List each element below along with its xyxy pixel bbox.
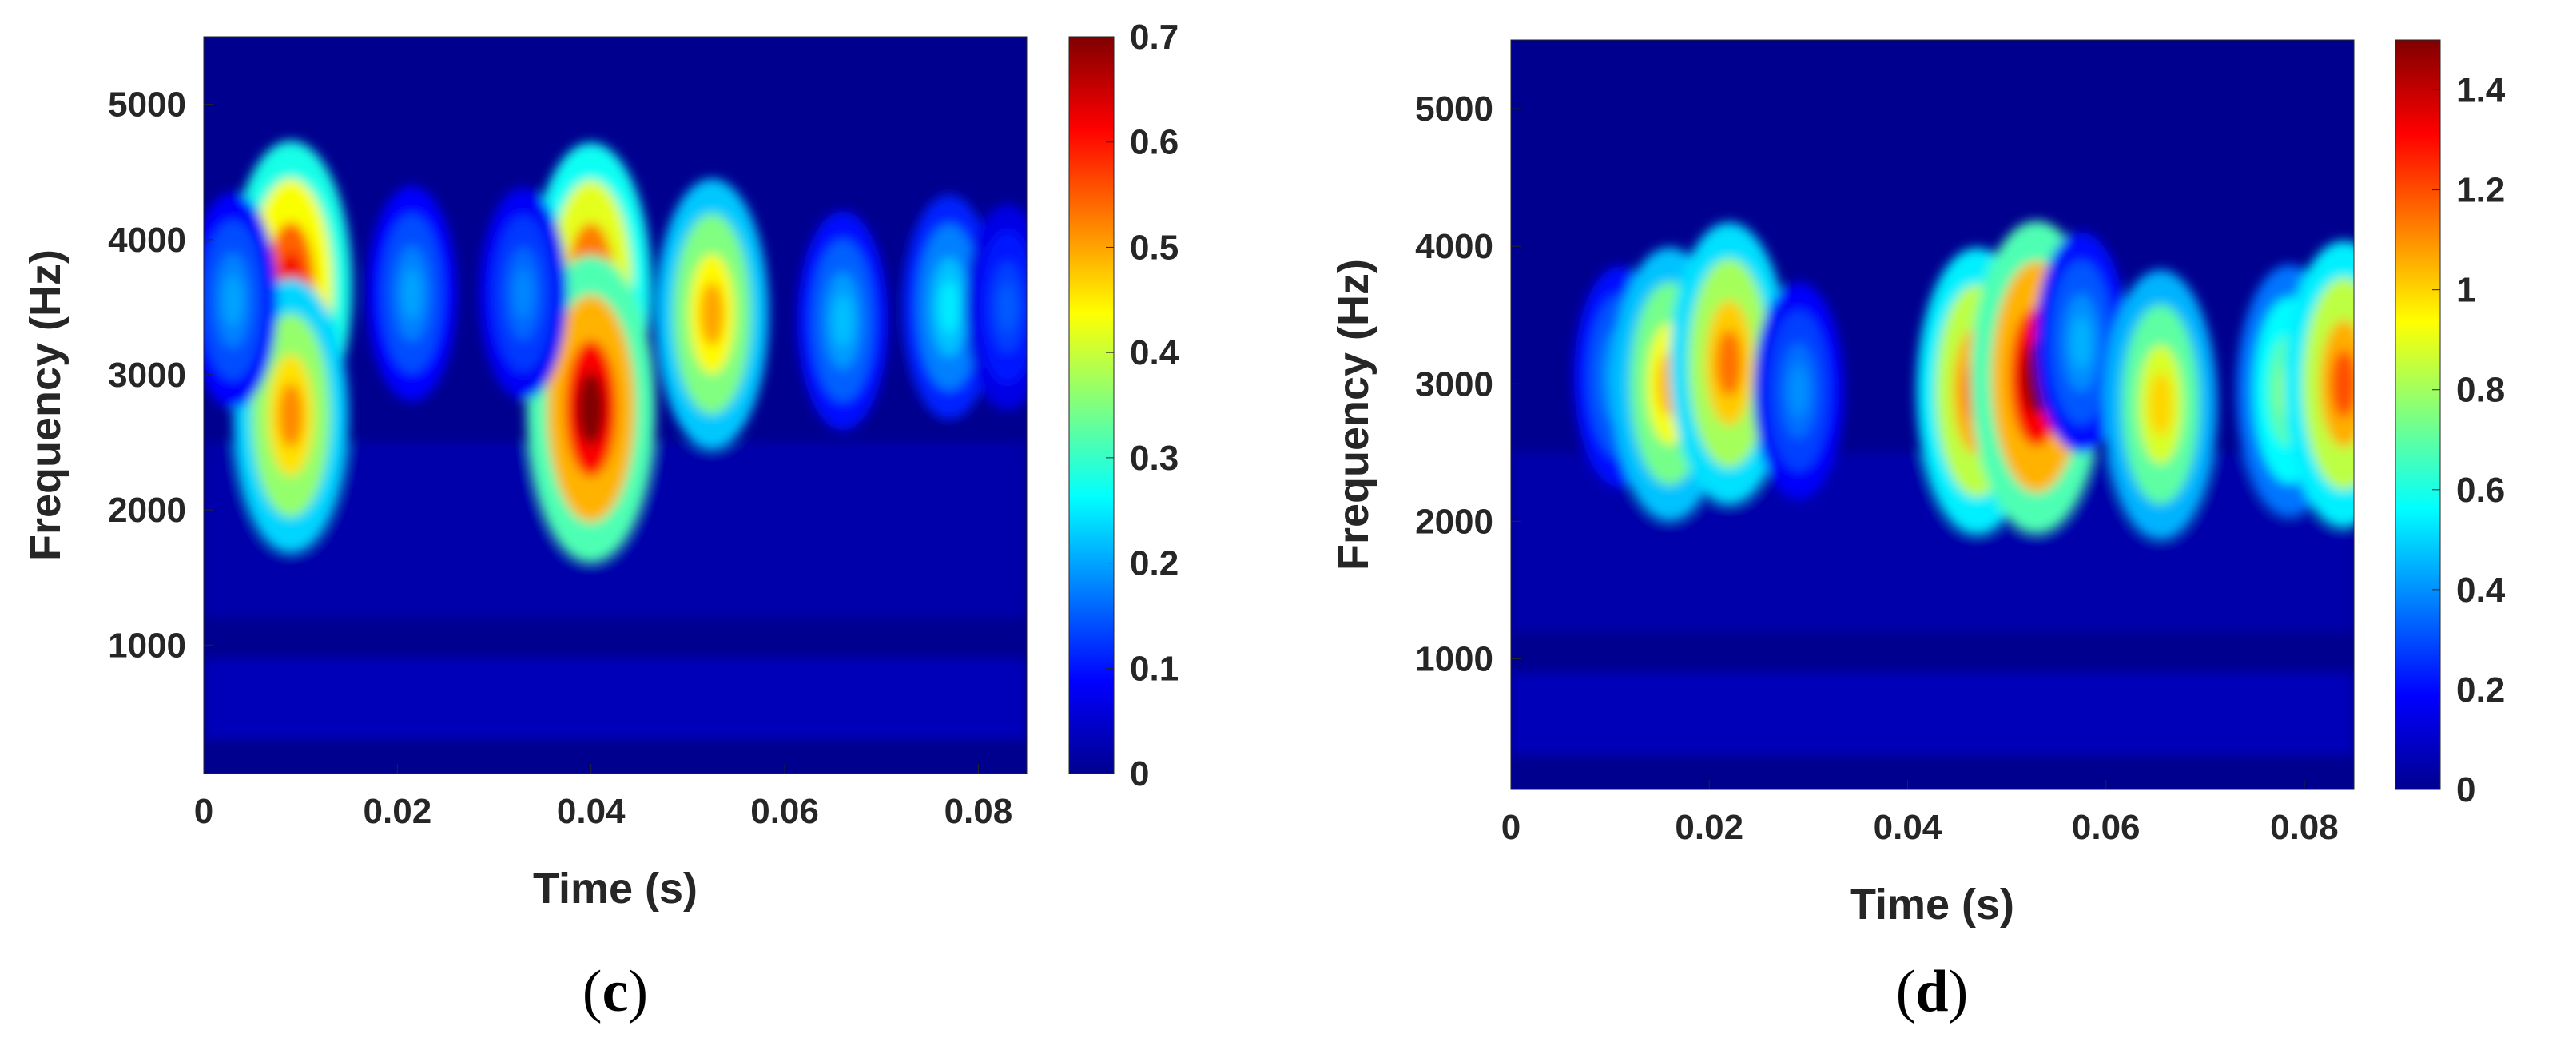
heatmap-c-ytick-label: 4000: [108, 221, 186, 260]
panel-d-letter: d: [1915, 959, 1948, 1024]
colorbar-d-tick-label: 0.8: [2456, 371, 2505, 410]
panel-d: 1000 2000 3000 4000 5000 0 0.02 0.04 0.06 0.08 F…: [1330, 39, 2506, 1024]
hotspot-core: [514, 268, 533, 319]
heatmap-c-lowfreq-band: [204, 658, 1027, 740]
heatmap-d-y-ticks: 1000 2000 3000 4000 5000: [1415, 89, 1521, 678]
hotspot-core: [2331, 349, 2354, 418]
colorbar-d-tick-label: 1.4: [2456, 71, 2506, 110]
heatmap-d-lowfreq-band: [1511, 672, 2354, 755]
heatmap-d-ylabel: Frequency (Hz): [1330, 259, 1377, 571]
heatmap-d-hotspot: [2104, 270, 2217, 539]
colorbar-d-tick-label: 0.2: [2456, 670, 2505, 710]
hotspot-core: [577, 372, 605, 445]
heatmap-d-ytick-label: 5000: [1415, 89, 1493, 129]
hotspot-core: [278, 383, 304, 448]
heatmap-c-ylabel: Frequency (Hz): [22, 249, 70, 561]
colorbar-c-tick-label: 0.6: [1130, 123, 1179, 162]
colorbar-d-tick-label: 0.4: [2456, 571, 2506, 610]
heatmap-d-hotspot: [2284, 241, 2354, 527]
heatmap-d-ytick-label: 1000: [1415, 639, 1493, 678]
heatmap-d-xtick-label: 0.04: [1874, 808, 1942, 847]
hotspot-core: [223, 274, 243, 326]
heatmap-c-y-ticks: 1000 2000 3000 4000 5000: [108, 86, 213, 665]
panel-d-caption: (d): [1896, 959, 1968, 1024]
heatmap-d-xtick-label: 0.02: [1675, 808, 1743, 847]
panel-c-letter: c: [602, 959, 629, 1024]
hotspot-core: [1789, 364, 1808, 417]
colorbar-d: 0 0.2 0.4 0.6 0.8 1 1.2 1.4: [2395, 39, 2506, 809]
heatmap-c-xtick-label: 0: [194, 792, 213, 831]
heatmap-c-x-ticks: 0 0.02 0.04 0.06 0.08: [194, 764, 1012, 831]
colorbar-d-ticks: 0 0.2 0.4 0.6 0.8 1 1.2 1.4: [2432, 71, 2506, 809]
heatmap-c-hotspot: [204, 193, 278, 408]
heatmap-c-plot: [203, 36, 1028, 774]
colorbar-c-ticks: 0 0.1 0.2 0.3 0.4 0.5 0.6 0.7: [1106, 18, 1179, 793]
colorbar-c-gradient: [1068, 36, 1115, 774]
colorbar-c-tick-label: 0.7: [1130, 18, 1179, 57]
heatmap-d-xlabel: Time (s): [1850, 881, 2014, 929]
colorbar-d-tick-label: 0.6: [2456, 471, 2505, 510]
heatmap-c-xlabel: Time (s): [533, 865, 698, 913]
heatmap-d-xtick-label: 0.08: [2270, 808, 2339, 847]
hotspot-core: [402, 268, 422, 320]
heatmap-c-hotspot: [797, 211, 888, 431]
heatmap-c-xtick-label: 0.04: [557, 792, 626, 831]
hotspot-core: [1716, 329, 1742, 397]
heatmap-d-xtick-label: 0: [1501, 808, 1521, 847]
heatmap-d-xtick-label: 0.06: [2072, 808, 2141, 847]
colorbar-c-tick-label: 0.3: [1130, 439, 1179, 478]
heatmap-d-ytick-label: 2000: [1415, 502, 1493, 541]
colorbar-c: 0 0.1 0.2 0.3 0.4 0.5 0.6 0.7: [1068, 18, 1179, 793]
heatmap-d-plot: [1510, 39, 2355, 790]
heatmap-c-xtick-label: 0.02: [364, 792, 432, 831]
heatmap-c-xtick-label: 0.06: [750, 792, 819, 831]
colorbar-d-tick-label: 1: [2456, 271, 2475, 310]
hotspot-core: [700, 281, 725, 346]
colorbar-c-tick-label: 0.4: [1130, 333, 1179, 372]
heatmap-d-hotspot: [1753, 282, 1844, 499]
hotspot-core: [2149, 372, 2173, 436]
heatmap-c-ytick-label: 2000: [108, 491, 186, 530]
heatmap-d-ytick-label: 3000: [1415, 364, 1493, 404]
panel-c: 1000 2000 3000 4000 5000 0 0.02 0.04 0.06 0.08 F…: [22, 18, 1179, 1024]
heatmap-d-ytick-label: 4000: [1415, 227, 1493, 266]
colorbar-d-tick-label: 1.2: [2456, 171, 2505, 210]
heatmap-c-frame: [203, 36, 1028, 774]
heatmap-c-ytick-label: 3000: [108, 356, 186, 395]
colorbar-c-tick-label: 0.5: [1130, 228, 1179, 267]
colorbar-d-tick-label: 0: [2456, 770, 2475, 809]
hotspot-core: [939, 280, 960, 334]
colorbar-c-tick-label: 0.2: [1130, 544, 1179, 583]
hotspot-core: [833, 294, 853, 347]
heatmap-c-hotspot: [964, 204, 1027, 411]
heatmap-c-ytick-label: 1000: [108, 626, 186, 665]
colorbar-c-tick-label: 0: [1130, 754, 1149, 793]
hotspot-core: [998, 282, 1017, 332]
colorbar-c-tick-label: 0.1: [1130, 649, 1179, 688]
heatmap-c-ytick-label: 5000: [108, 86, 186, 125]
heatmap-c-hotspot: [367, 185, 457, 402]
colorbar-d-gradient: [2395, 39, 2441, 790]
heatmap-d-frame: [1510, 39, 2355, 790]
heatmap-c-xtick-label: 0.08: [944, 792, 1013, 831]
hotspot-core: [2071, 316, 2091, 369]
heatmap-c-hotspot: [479, 187, 567, 400]
heatmap-d-x-ticks: 0 0.02 0.04 0.06 0.08: [1501, 780, 2339, 847]
panel-c-caption: (c): [582, 959, 648, 1024]
heatmap-c-hotspot: [655, 178, 769, 449]
